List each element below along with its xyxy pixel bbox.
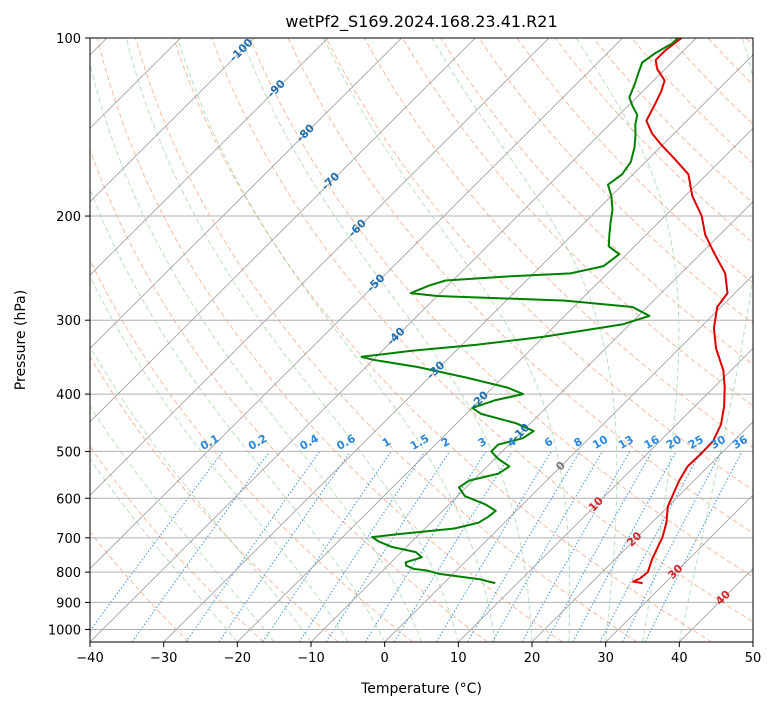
mixing-ratio-line: [131, 451, 271, 642]
moist-adiabat: [90, 275, 349, 642]
x-tick-label: 10: [450, 651, 467, 666]
x-tick-label: 20: [524, 651, 541, 666]
dry-adiabat: [478, 38, 753, 325]
moist-adiabat: [241, 38, 533, 642]
y-tick-label: 100: [56, 32, 81, 47]
moist-adiabat: [90, 404, 275, 642]
mixing-ratio-line: [185, 451, 321, 642]
moist-adiabat: [323, 38, 571, 642]
mixing-ratio-line: [521, 451, 631, 642]
mixing-ratio-line: [435, 451, 552, 642]
y-axis: 100 200 300 400 500 600 700 800 900 1000: [48, 32, 90, 638]
dry-adiabat: [90, 531, 190, 642]
isotherm-line: [237, 127, 753, 642]
moist-adiabat: [125, 38, 459, 642]
isotherm-line: [531, 421, 753, 642]
dry-adiabat: [249, 38, 753, 578]
y-tick-label: 900: [56, 596, 81, 611]
x-axis-label: Temperature (°C): [360, 681, 482, 697]
isotherm-line: [90, 38, 550, 496]
dry-adiabat: [516, 38, 753, 284]
isotherm-line: [90, 38, 402, 349]
mixing-ratio-line: [621, 451, 722, 642]
sounding-profiles: [360, 38, 729, 585]
mixing-ratio-line: [325, 451, 451, 642]
y-axis-label: Pressure (hPa): [13, 290, 29, 390]
moist-adiabat: [90, 62, 422, 642]
y-tick-label: 1000: [48, 623, 81, 638]
series-line-0: [632, 38, 729, 585]
mixing-ratio-line: [572, 451, 677, 642]
mixing-ratio-line: [298, 451, 426, 642]
y-tick-label: 200: [56, 210, 81, 225]
isotherm-line: [90, 38, 697, 642]
x-axis: −40 −30 −20 −10 0 10 20 30 40 50: [76, 642, 761, 666]
dry-adiabat: [96, 38, 563, 642]
isotherm-line: [90, 38, 255, 203]
dry-adiabat: [90, 355, 339, 642]
chart-title: wetPf2_S169.2024.168.23.41.R21: [285, 12, 557, 32]
moist-adiabat: [177, 38, 496, 642]
moist-adiabat: [575, 38, 680, 642]
isotherm-line: [384, 274, 753, 642]
mixing-ratio-line: [644, 451, 743, 642]
y-tick-label: 300: [56, 314, 81, 329]
x-tick-label: −30: [150, 651, 177, 666]
mixing-ratio-line: [90, 451, 224, 632]
mixing-ratio-line: [218, 451, 351, 642]
dry-adiabat: [90, 445, 264, 642]
x-tick-label: −40: [76, 651, 103, 666]
isotherm-line: [90, 38, 623, 570]
isotherm-line: [310, 201, 753, 642]
isotherm-line: [163, 54, 753, 642]
isotherm-line: [90, 38, 476, 423]
dry-adiabat: [325, 38, 753, 491]
isotherm-line: [458, 347, 753, 642]
x-tick-label: 30: [597, 651, 614, 666]
dry-adiabat: [173, 38, 712, 642]
y-tick-label: 600: [56, 492, 81, 507]
moist-adiabat: [90, 188, 386, 642]
dry-adiabat: [134, 38, 638, 642]
dry-adiabat: [402, 38, 753, 407]
x-tick-label: 40: [671, 651, 688, 666]
x-tick-label: 0: [381, 651, 389, 666]
plot-frame: [89, 37, 754, 643]
mixing-ratio-line: [599, 451, 702, 642]
mixing-ratio-line: [364, 451, 487, 642]
y-tick-label: 500: [56, 445, 81, 460]
isotherm-line: [90, 38, 329, 276]
y-tick-label: 700: [56, 532, 81, 547]
dry-adiabat: [90, 148, 488, 642]
x-tick-label: 50: [745, 651, 762, 666]
dry-adiabat: [440, 38, 753, 366]
moist-adiabat: [90, 458, 238, 642]
series-line-1: [360, 38, 679, 585]
mixing-ratio-line: [262, 451, 392, 642]
y-tick-label: 400: [56, 388, 81, 403]
y-tick-label: 800: [56, 566, 81, 581]
moist-adiabat: [678, 38, 753, 642]
dry-adiabat: [211, 38, 753, 623]
x-tick-label: −10: [297, 651, 324, 666]
isotherm-line: [605, 494, 753, 642]
mixing-ratio-line: [393, 451, 513, 642]
mixing-ratio-line: [545, 451, 653, 642]
x-tick-label: −20: [224, 651, 251, 666]
background-lines: [90, 38, 753, 642]
moist-adiabat: [431, 38, 618, 642]
